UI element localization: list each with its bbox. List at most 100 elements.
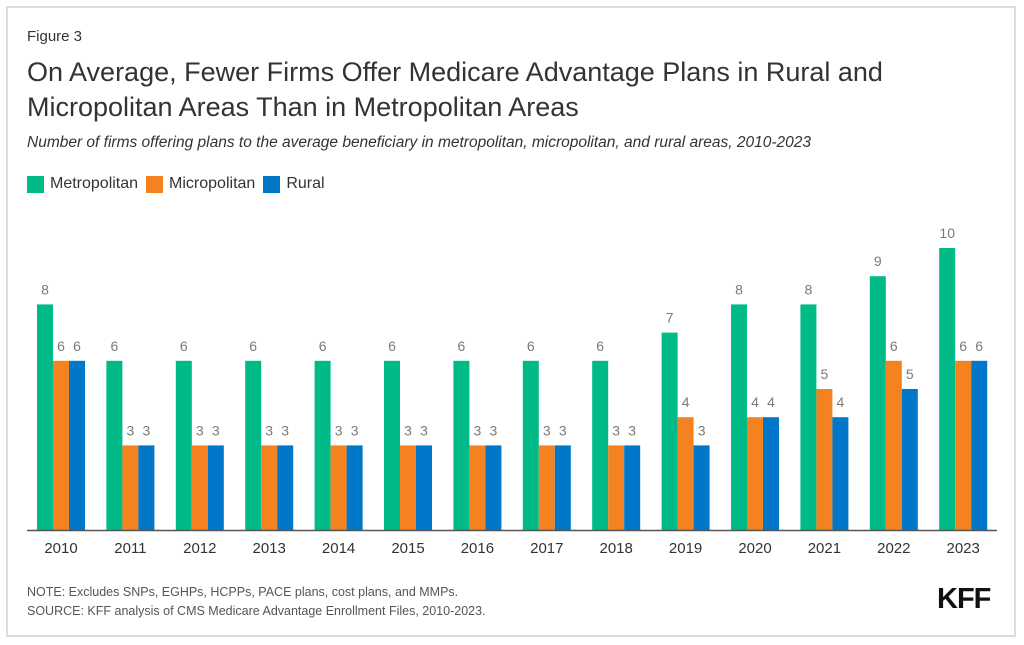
bar-rural-2022 bbox=[901, 389, 918, 530]
x-tick-label-2013: 2013 bbox=[253, 540, 286, 557]
data-label-micropolitan-2013: 3 bbox=[265, 422, 273, 438]
kff-logo: KFF bbox=[937, 583, 991, 615]
data-label-rural-2023: 6 bbox=[975, 338, 983, 354]
x-tick-label-2021: 2021 bbox=[808, 540, 841, 557]
x-tick-label-2010: 2010 bbox=[44, 540, 77, 557]
legend-item-metropolitan: Metropolitan bbox=[27, 175, 138, 193]
data-label-micropolitan-2023: 6 bbox=[959, 338, 967, 354]
bar-metropolitan-2017 bbox=[522, 360, 539, 530]
source-text: SOURCE: KFF analysis of CMS Medicare Adv… bbox=[27, 604, 486, 618]
data-label-micropolitan-2018: 3 bbox=[612, 422, 620, 438]
bar-micropolitan-2021 bbox=[816, 389, 833, 530]
bar-rural-2013 bbox=[277, 445, 294, 530]
data-label-micropolitan-2019: 4 bbox=[682, 394, 690, 410]
data-label-metropolitan-2013: 6 bbox=[249, 338, 257, 354]
data-label-rural-2018: 3 bbox=[628, 422, 636, 438]
x-tick-label-2012: 2012 bbox=[183, 540, 216, 557]
figure-label: Figure 3 bbox=[27, 28, 83, 45]
data-label-micropolitan-2017: 3 bbox=[543, 422, 551, 438]
data-label-rural-2013: 3 bbox=[281, 422, 289, 438]
x-tick-label-2023: 2023 bbox=[947, 540, 980, 557]
bar-rural-2023 bbox=[971, 360, 988, 530]
data-label-metropolitan-2015: 6 bbox=[388, 338, 396, 354]
bar-rural-2020 bbox=[763, 417, 779, 530]
legend: Metropolitan Micropolitan Rural bbox=[27, 175, 333, 193]
x-tick-label-2022: 2022 bbox=[877, 540, 910, 557]
data-label-micropolitan-2015: 3 bbox=[404, 422, 412, 438]
data-label-rural-2012: 3 bbox=[212, 422, 220, 438]
data-label-rural-2019: 3 bbox=[698, 422, 706, 438]
data-label-rural-2021: 4 bbox=[837, 394, 845, 410]
legend-swatch-metropolitan bbox=[27, 175, 44, 193]
bar-micropolitan-2019 bbox=[677, 417, 694, 530]
data-label-rural-2014: 3 bbox=[351, 422, 359, 438]
legend-item-micropolitan: Micropolitan bbox=[146, 175, 255, 193]
bar-metropolitan-2011 bbox=[106, 360, 123, 530]
data-label-metropolitan-2021: 8 bbox=[805, 281, 813, 297]
bar-metropolitan-2014 bbox=[314, 360, 331, 530]
data-label-rural-2011: 3 bbox=[143, 422, 151, 438]
data-label-metropolitan-2020: 8 bbox=[735, 281, 743, 297]
bar-rural-2021 bbox=[832, 417, 849, 530]
data-label-metropolitan-2011: 6 bbox=[111, 338, 119, 354]
bar-micropolitan-2010 bbox=[53, 360, 69, 530]
bar-rural-2014 bbox=[346, 445, 363, 530]
x-tick-label-2014: 2014 bbox=[322, 540, 355, 557]
bar-micropolitan-2022 bbox=[885, 360, 902, 530]
bar-micropolitan-2018 bbox=[608, 445, 625, 530]
data-label-rural-2017: 3 bbox=[559, 422, 567, 438]
figure-frame bbox=[6, 6, 1016, 637]
legend-item-rural: Rural bbox=[263, 175, 325, 193]
data-label-micropolitan-2014: 3 bbox=[335, 422, 343, 438]
data-label-rural-2022: 5 bbox=[906, 366, 914, 382]
bar-micropolitan-2017 bbox=[538, 445, 555, 530]
legend-label-micropolitan: Micropolitan bbox=[169, 175, 256, 192]
bar-rural-2011 bbox=[138, 445, 155, 530]
data-label-metropolitan-2018: 6 bbox=[596, 338, 604, 354]
bar-micropolitan-2015 bbox=[400, 445, 416, 530]
legend-swatch-micropolitan bbox=[146, 175, 164, 193]
bar-micropolitan-2013 bbox=[261, 445, 278, 530]
bar-rural-2016 bbox=[485, 445, 502, 530]
x-tick-label-2020: 2020 bbox=[738, 540, 771, 557]
data-label-micropolitan-2010: 6 bbox=[57, 338, 65, 354]
bar-rural-2015 bbox=[416, 445, 432, 530]
bar-metropolitan-2016 bbox=[453, 360, 470, 530]
data-label-metropolitan-2012: 6 bbox=[180, 338, 188, 354]
x-tick-label-2017: 2017 bbox=[530, 540, 563, 557]
data-label-micropolitan-2011: 3 bbox=[127, 422, 135, 438]
bar-micropolitan-2023 bbox=[955, 360, 972, 530]
bar-micropolitan-2014 bbox=[330, 445, 347, 530]
footnote: NOTE: Excludes SNPs, EGHPs, HCPPs, PACE … bbox=[27, 583, 486, 621]
bar-metropolitan-2012 bbox=[175, 360, 192, 530]
data-label-rural-2015: 3 bbox=[420, 422, 428, 438]
data-label-rural-2010: 6 bbox=[73, 338, 81, 354]
bar-rural-2010 bbox=[69, 360, 85, 530]
data-label-rural-2016: 3 bbox=[490, 422, 498, 438]
bar-rural-2018 bbox=[624, 445, 641, 530]
data-label-metropolitan-2017: 6 bbox=[527, 338, 535, 354]
bar-metropolitan-2015 bbox=[384, 360, 400, 530]
bar-metropolitan-2018 bbox=[592, 360, 609, 530]
data-label-metropolitan-2014: 6 bbox=[319, 338, 327, 354]
data-label-metropolitan-2019: 7 bbox=[666, 310, 674, 326]
x-tick-label-2016: 2016 bbox=[461, 540, 494, 557]
bar-metropolitan-2020 bbox=[731, 304, 747, 530]
bar-micropolitan-2020 bbox=[747, 417, 763, 530]
note-text: NOTE: Excludes SNPs, EGHPs, HCPPs, PACE … bbox=[27, 585, 459, 599]
bar-rural-2017 bbox=[554, 445, 571, 530]
bar-rural-2012 bbox=[207, 445, 224, 530]
data-label-micropolitan-2022: 6 bbox=[890, 338, 898, 354]
data-label-metropolitan-2023: 10 bbox=[939, 225, 955, 241]
data-label-metropolitan-2016: 6 bbox=[458, 338, 466, 354]
bar-rural-2019 bbox=[693, 445, 710, 530]
bar-metropolitan-2010 bbox=[37, 304, 53, 530]
bar-micropolitan-2011 bbox=[122, 445, 139, 530]
x-tick-label-2011: 2011 bbox=[114, 540, 146, 557]
data-label-metropolitan-2010: 8 bbox=[41, 281, 49, 297]
data-label-rural-2020: 4 bbox=[767, 394, 775, 410]
bar-metropolitan-2022 bbox=[869, 276, 886, 530]
x-tick-label-2019: 2019 bbox=[669, 540, 702, 557]
data-label-micropolitan-2016: 3 bbox=[474, 422, 482, 438]
